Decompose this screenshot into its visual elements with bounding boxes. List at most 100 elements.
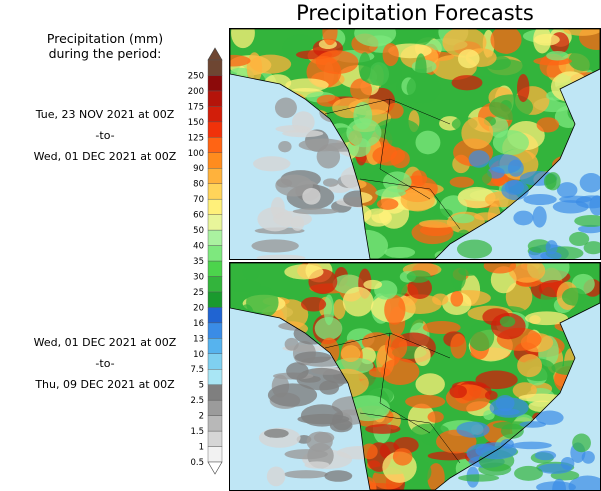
precip-cell [563, 29, 600, 36]
colorbar-swatch [207, 75, 223, 92]
colorbar-swatch [207, 415, 223, 432]
precip-cell [483, 263, 517, 274]
precip-cell [449, 176, 475, 188]
colorbar-tick-label: 100 [188, 149, 204, 159]
colorbar-tick-label: 125 [188, 133, 204, 143]
dry-zone-patch [272, 211, 312, 228]
ocean-rainband [532, 206, 547, 228]
precip-cell [406, 73, 441, 104]
precip-cell [427, 451, 471, 461]
colorbar-tick-label: 1.5 [190, 427, 204, 437]
colorbar-swatch [207, 399, 223, 416]
dry-zone-patch [278, 140, 292, 153]
ocean-rainband [572, 433, 591, 453]
ocean-rainband [535, 410, 564, 425]
precip-cell [451, 263, 467, 290]
ocean-rainband [475, 168, 492, 185]
precip-cell [346, 118, 382, 148]
ocean-rainband [579, 173, 600, 193]
colorbar-swatch [207, 384, 223, 401]
colorbar-tick-label: 16 [193, 319, 204, 329]
dry-zone-patch [282, 129, 324, 138]
precip-cell [314, 317, 343, 341]
dry-zone-patch [251, 239, 299, 253]
legend-subtitle: Precipitation (mm) during the period: [0, 31, 210, 61]
period-1: Tue, 23 NOV 2021 at 00Z -to- Wed, 01 DEC… [0, 104, 210, 167]
dry-zone-patch [302, 187, 321, 205]
colorbar-swatch [207, 338, 223, 354]
precip-cell [365, 424, 401, 434]
precip-cell [450, 290, 464, 307]
dry-zone-patch [324, 470, 353, 482]
precip-cell [231, 29, 255, 49]
precip-cell [353, 101, 373, 130]
colorbar-tick-label: 80 [193, 180, 204, 190]
dry-zone-patch [286, 362, 309, 380]
map-panel-2 [229, 262, 601, 491]
ocean-rainband [458, 474, 500, 482]
precip-cell [246, 286, 279, 319]
ocean-rainband [511, 441, 552, 450]
precip-cell [415, 130, 441, 155]
precip-cell [450, 333, 467, 359]
precip-cell [300, 296, 327, 312]
colorbar-swatch [207, 276, 223, 293]
dry-zone-patch [274, 97, 297, 119]
ocean-rainband [500, 423, 524, 439]
precip-cell [517, 73, 530, 103]
colorbar-swatch [207, 168, 223, 184]
period-2-end: Thu, 09 DEC 2021 at 00Z [35, 378, 175, 391]
precip-cell [361, 443, 378, 460]
precip-cell [350, 78, 372, 102]
precip-cell [375, 188, 406, 198]
precip-cell [372, 145, 406, 166]
map-panel-1 [229, 28, 601, 260]
precip-cell [449, 385, 467, 399]
ocean-rainband [545, 172, 561, 191]
precip-cell [322, 29, 338, 46]
precip-cell [363, 279, 383, 290]
precip-cell [451, 75, 483, 91]
precip-cell [333, 299, 346, 320]
precip-cell [461, 117, 494, 150]
dry-zone-patch [275, 174, 313, 197]
colorbar-tick-label: 250 [188, 71, 204, 81]
colorbar-tick-label: 5 [199, 381, 204, 391]
period-2-start: Wed, 01 DEC 2021 at 00Z [33, 336, 177, 349]
precip-cell [411, 423, 449, 438]
precip-cell [398, 294, 442, 315]
dry-zone-patch [294, 351, 332, 364]
dry-zone-patch [267, 383, 318, 407]
period-1-end: Wed, 01 DEC 2021 at 00Z [33, 150, 177, 163]
colorbar-tick-label: 175 [188, 102, 204, 112]
precip-cell [285, 78, 329, 92]
colorbar-swatch [207, 430, 223, 447]
dry-zone-patch [322, 178, 339, 187]
dry-zone-patch [256, 254, 306, 259]
ocean-rainband [568, 475, 600, 490]
ocean-rainband [504, 179, 525, 195]
period-2-separator: -to- [95, 357, 115, 370]
ocean-rainband [537, 463, 572, 474]
precip-cell [427, 463, 445, 490]
period-2: Wed, 01 DEC 2021 at 00Z -to- Thu, 09 DEC… [0, 332, 210, 395]
ocean-rainband [545, 240, 558, 255]
precip-cell [546, 50, 569, 61]
precip-cell [483, 410, 495, 421]
precip-cell [525, 311, 569, 326]
coastline [230, 263, 600, 490]
ocean-rainband [578, 224, 600, 234]
ocean-rainband [513, 210, 534, 226]
colorbar-tick-label: 30 [193, 272, 204, 282]
colorbar-tick-label: 50 [193, 226, 204, 236]
colorbar-swatch [207, 137, 223, 153]
ocean-rainband [523, 193, 557, 206]
coastline [230, 29, 600, 259]
precip-cell [384, 246, 416, 258]
precip-cell [230, 279, 261, 292]
precip-cell [433, 208, 453, 218]
ocean-rainband [456, 421, 490, 438]
precip-cell [368, 367, 391, 378]
ocean-rainband [493, 408, 520, 416]
precip-map-2 [230, 263, 600, 490]
